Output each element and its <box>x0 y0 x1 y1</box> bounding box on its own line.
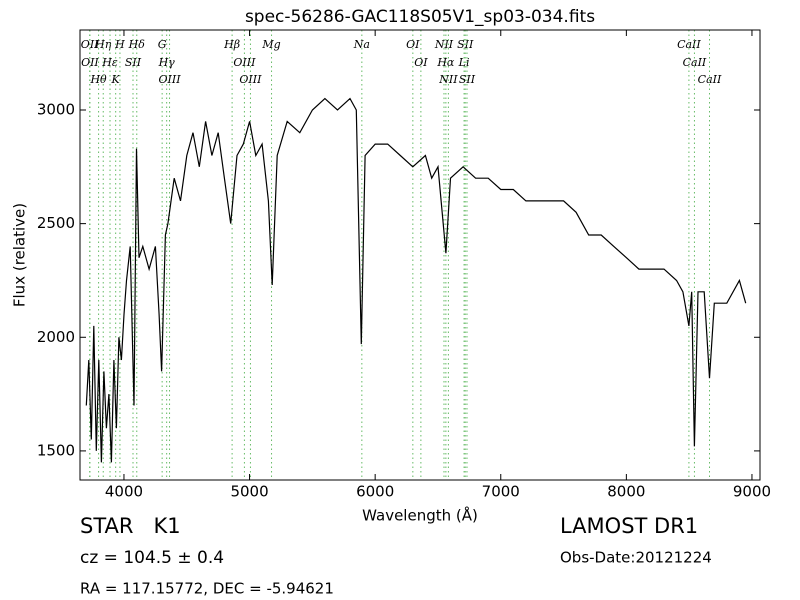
spectral-line-label: CaII <box>683 56 707 69</box>
spectral-line-label: Na <box>353 38 370 51</box>
x-tick-label: 9000 <box>733 483 771 501</box>
spectral-line-label: SII <box>459 73 476 86</box>
spectral-line-label: CaII <box>677 38 701 51</box>
x-tick-label: 5000 <box>230 483 268 501</box>
spectral-line-label: OII <box>81 56 99 69</box>
spectral-line-label: OIII <box>159 73 182 86</box>
spectral-line-label: Hη <box>94 38 112 51</box>
y-axis-label: Flux (relative) <box>11 203 29 307</box>
x-tick-label: 6000 <box>356 483 394 501</box>
spectral-line-label: SII <box>125 56 142 69</box>
x-tick-label: 7000 <box>482 483 520 501</box>
spectral-line-label: Hδ <box>128 38 146 51</box>
x-tick-label: 8000 <box>607 483 645 501</box>
x-axis-label: Wavelength (Å) <box>362 506 478 525</box>
redshift: cz = 104.5 ± 0.4 <box>80 548 224 568</box>
spectral-line-label: H <box>114 38 125 51</box>
spectral-line-label: Mg <box>261 38 280 51</box>
spectral-line-label: NII <box>434 38 454 51</box>
spectral-line-label: Hε <box>101 56 118 69</box>
y-tick-label: 1500 <box>37 441 75 459</box>
spectral-line-label: Hα <box>436 56 455 69</box>
y-tick-label: 3000 <box>37 101 75 119</box>
survey: LAMOST DR1 <box>560 514 698 538</box>
coordinates: RA = 117.15772, DEC = -5.94621 <box>80 580 334 598</box>
y-tick-label: 2000 <box>37 328 75 346</box>
plot-frame <box>79 29 761 481</box>
chart-title: spec-56286-GAC118S05V1_sp03-034.fits <box>245 7 595 27</box>
spectral-line-label: OIII <box>233 56 256 69</box>
spectral-line-label: OI <box>406 38 420 51</box>
spectral-line-label: Hβ <box>223 38 240 51</box>
spectral-line-label: NII <box>438 73 458 86</box>
spectral-line-label: CaII <box>698 73 722 86</box>
spectral-line-label: OIII <box>239 73 262 86</box>
spectral-line-label: Hθ <box>89 73 107 86</box>
obs-date: Obs-Date:20121224 <box>560 549 712 567</box>
spectral-line-label: G <box>158 38 167 51</box>
y-tick-label: 2500 <box>37 214 75 232</box>
spectral-line-label: Li <box>458 56 470 69</box>
spectrum-line <box>85 97 747 463</box>
spectral-line-label: SII <box>457 38 474 51</box>
spectral-line-label: Hγ <box>158 56 176 69</box>
spectral-line-label: OI <box>414 56 428 69</box>
x-tick-label: 4000 <box>105 483 143 501</box>
spectral-line-label: K <box>111 73 121 86</box>
object-class: STAR K1 <box>80 514 181 538</box>
